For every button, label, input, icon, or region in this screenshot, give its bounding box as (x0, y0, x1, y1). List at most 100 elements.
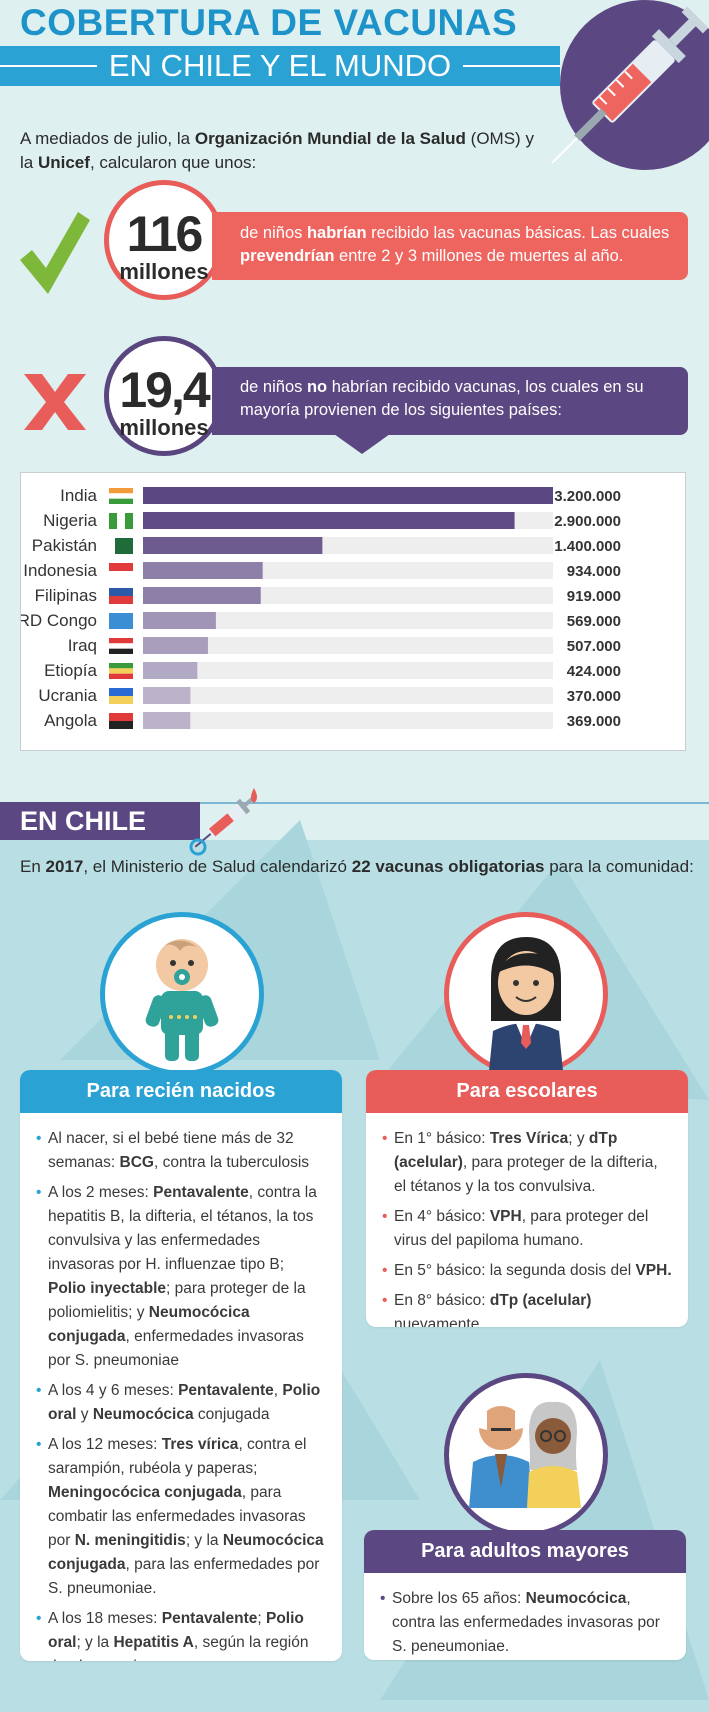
item-text: ; y la (76, 1634, 114, 1651)
stat-19-text: de niños no habrían recibido vacunas, lo… (212, 367, 688, 435)
vaccine-name: Neumocócica (92, 1406, 194, 1423)
check-icon (20, 212, 90, 294)
category-label: Nigeria (43, 511, 97, 530)
vaccine-name: dTp (acelular) (394, 1130, 618, 1171)
cross-icon (24, 374, 86, 430)
category-label: Filipinas (35, 586, 97, 605)
category-label: Indonesia (23, 561, 97, 580)
value-label: 919.000 (567, 588, 621, 605)
flag-icon (109, 663, 133, 679)
vaccine-name: dTp (acelular) (489, 1292, 592, 1309)
category-label: Angola (44, 711, 97, 730)
chile-intro-text: En 2017, el Ministerio de Salud calendar… (20, 857, 694, 876)
intro-text: A mediados de julio, la Organización Mun… (20, 129, 534, 172)
section-divider (200, 802, 709, 804)
list-item: En 8° básico: dTp (acelular) nuevamente. (382, 1289, 672, 1327)
list-item: Sobre los 65 años: Neumocócica, contra l… (380, 1587, 670, 1659)
item-text: En 4° básico: (394, 1208, 490, 1225)
item-text: , contra las enfermedades invasoras por … (392, 1590, 660, 1655)
list-item: A los 12 meses: Tres vírica, contra el s… (36, 1433, 326, 1601)
category-label: India (60, 486, 97, 505)
vaccine-name: Polio oral (48, 1610, 304, 1651)
item-text: , según la región donde uno vive. (48, 1634, 309, 1661)
syringe-icon (551, 0, 709, 170)
flag-icon (109, 688, 133, 704)
bar (143, 512, 515, 529)
item-text: En 1° básico: (394, 1130, 490, 1147)
newborn-card-title: Para recién nacidos (20, 1070, 342, 1113)
countries-chart: India 3.200.000 Nigeria 2.900.000 Pakistán 1.… (18, 472, 686, 751)
bar-track (143, 687, 553, 704)
list-item: Al nacer, si el bebé tiene más de 32 sem… (36, 1127, 326, 1175)
vaccine-name: N. meningitidis (74, 1532, 186, 1549)
vaccine-name: Neumocócica conjugada (48, 1304, 250, 1345)
newborn-card: Para recién nacidos Al nacer, si el bebé… (20, 1070, 342, 1661)
list-item: En 5° básico: la segunda dosis del VPH. (382, 1259, 672, 1283)
flag-icon (109, 488, 133, 504)
flag-icon (109, 538, 133, 554)
bar (143, 487, 553, 504)
elderly-couple-icon (469, 1401, 581, 1508)
category-label: RD Congo (21, 611, 97, 630)
value-label: 424.000 (567, 663, 621, 680)
elderly-avatar (444, 1373, 608, 1537)
flag-icon (109, 638, 133, 654)
bar (143, 612, 216, 629)
vaccine-name: Pentavalente (161, 1610, 258, 1627)
bar-track (143, 712, 553, 729)
vaccine-name: VPH. (635, 1262, 672, 1279)
value-label: 3.200.000 (554, 488, 621, 505)
list-item: En 1° básico: Tres Vírica; y dTp (acelul… (382, 1127, 672, 1199)
vaccine-name: Hepatitis A (113, 1634, 194, 1651)
vaccine-name: Tres Vírica (489, 1130, 569, 1147)
item-text: A los 12 meses: (48, 1436, 162, 1453)
vaccine-name: Polio inyectable (48, 1280, 167, 1297)
item-text: A los 18 meses: (48, 1610, 162, 1627)
elderly-list: Sobre los 65 años: Neumocócica, contra l… (364, 1573, 686, 1660)
item-text: En 5° básico: la segunda dosis del (394, 1262, 636, 1279)
elderly-card-title: Para adultos mayores (364, 1530, 686, 1573)
bar-track (143, 637, 553, 654)
stat-19-circle: 19,4 millones (104, 336, 224, 456)
item-text: , contra la tuberculosis (153, 1154, 310, 1171)
page-subtitle: EN CHILE Y EL MUNDO (0, 46, 560, 86)
flag-icon (109, 513, 133, 529)
category-label: Iraq (68, 636, 97, 655)
vaccine-name: VPH (489, 1208, 522, 1225)
item-text: Al nacer, si el bebé tiene más de 32 sem… (48, 1130, 294, 1171)
list-item: En 4° básico: VPH, para proteger del vir… (382, 1205, 672, 1253)
vaccine-name: Meningocócica conjugada (48, 1484, 242, 1501)
syringe-small-icon (189, 788, 257, 856)
item-text: conjugada (193, 1406, 270, 1423)
baby-icon (145, 939, 219, 1061)
school-card-title: Para escolares (366, 1070, 688, 1113)
item-text: En 8° básico: (394, 1292, 490, 1309)
item-text: , contra la hepatitis B, la difteria, el… (48, 1184, 317, 1273)
bar-track (143, 662, 553, 679)
stat-116-text: de niños habrían recibido las vacunas bá… (212, 212, 688, 280)
school-card: Para escolares En 1° básico: Tres Vírica… (366, 1070, 688, 1327)
item-text: A los 4 y 6 meses: (48, 1382, 179, 1399)
bar (143, 712, 191, 729)
value-label: 369.000 (567, 713, 621, 730)
item-text: ; y (568, 1130, 589, 1147)
student-avatar (444, 912, 608, 1076)
value-label: 569.000 (567, 613, 621, 630)
bar-track (143, 612, 553, 629)
flag-icon (109, 713, 133, 729)
section-band (0, 802, 200, 840)
item-text: nuevamente. (394, 1316, 484, 1327)
flag-icon (109, 588, 133, 604)
callout-pointer (334, 434, 390, 454)
value-label: 1.400.000 (554, 538, 621, 555)
item-text: , (273, 1382, 283, 1399)
school-list: En 1° básico: Tres Vírica; y dTp (acelul… (366, 1113, 688, 1327)
vaccine-name: BCG (119, 1154, 154, 1171)
item-text: , para combatir las enfermedades invasor… (48, 1484, 306, 1549)
bar (143, 537, 323, 554)
value-label: 934.000 (567, 563, 621, 580)
list-item: A los 18 meses: Pentavalente; Polio oral… (36, 1607, 326, 1661)
section-title: EN CHILE (20, 806, 147, 836)
flag-icon (109, 613, 133, 629)
flag-icon (109, 563, 133, 579)
